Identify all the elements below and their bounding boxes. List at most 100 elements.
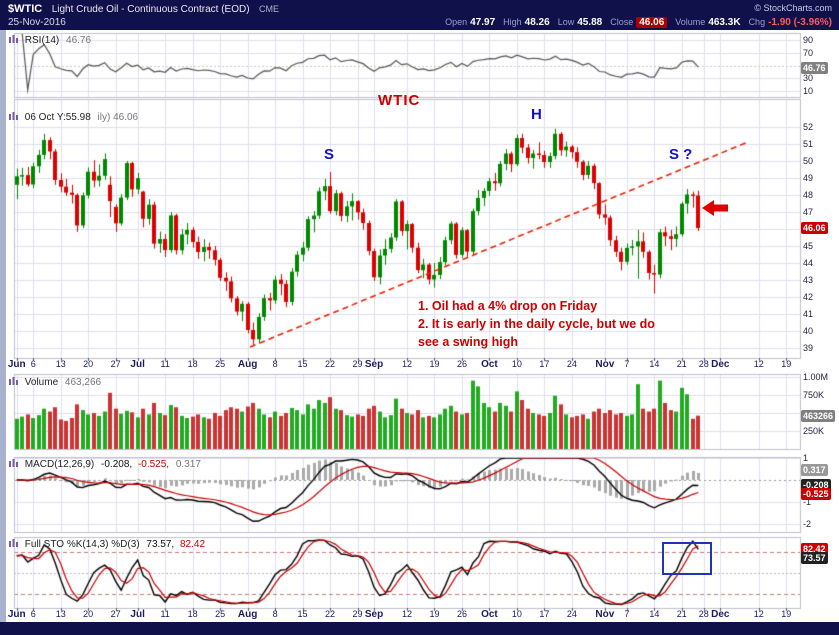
note-line: 2. It is early in the daily cycle, but w… <box>418 317 655 331</box>
x-axis-label: 21 <box>676 359 687 369</box>
x-axis-label: 21 <box>676 609 687 619</box>
quote-value: 45.88 <box>577 17 603 28</box>
value-badge: 46.76 <box>801 61 828 74</box>
macd-label: MACD(12,26,9) <box>24 459 95 470</box>
x-axis-label: 14 <box>649 609 660 619</box>
x-axis-label: Dec <box>711 609 730 620</box>
header-title-row: $WTIC Light Crude Oil - Continuous Contr… <box>8 1 832 15</box>
x-axis-label: 26 <box>456 609 467 619</box>
y-axis-label: 45 <box>803 241 814 251</box>
header-bar: $WTIC Light Crude Oil - Continuous Contr… <box>0 0 839 30</box>
indicator-icon <box>9 539 18 547</box>
y-axis-label: 90 <box>803 35 814 46</box>
rsi-value: 46.76 <box>66 35 92 46</box>
x-axis-label: 29 <box>352 609 363 619</box>
y-axis-label: -1 <box>803 497 812 507</box>
x-axis-label: 27 <box>110 359 121 369</box>
quote-label: Volume <box>675 17 706 27</box>
quote-label: Open <box>445 17 468 27</box>
chart-title: Light Crude Oil - Continuous Contract (E… <box>51 4 250 15</box>
x-axis-label: 15 <box>297 359 308 369</box>
price-panel-label: 06 Oct Y:55.98 ily) 46.06 <box>8 110 138 123</box>
x-axis-label: 11 <box>160 359 170 369</box>
x-axis-label: 17 <box>539 609 550 619</box>
crosshair-tooltip: 06 Oct Y:55.98 <box>24 112 91 123</box>
note-line: see a swing high <box>418 335 519 349</box>
indicator-icon <box>9 35 18 43</box>
date-label: 25-Nov-2016 <box>8 17 66 28</box>
macd-signal-value: -0.525, <box>137 459 170 470</box>
sto-label: Full STO %K(14,3) %D(3) <box>24 539 140 550</box>
header-quote-row: 25-Nov-2016 Open 47.97 High 48.26 Low 45.88 Cl… <box>8 16 832 29</box>
x-axis-label: 22 <box>325 359 336 369</box>
y-axis-label: 49 <box>803 173 814 183</box>
y-axis-label: 70 <box>803 47 814 58</box>
exchange-label: CME <box>259 4 279 14</box>
x-axis-label: 6 <box>30 609 36 619</box>
sto-k-value: 73.57, <box>146 539 175 550</box>
x-axis-label: 24 <box>566 609 577 619</box>
stochastic-highlight-box <box>662 542 712 575</box>
right-shoulder-label: S ? <box>669 146 693 163</box>
x-axis-label: 25 <box>215 609 226 619</box>
quote-label: Close <box>610 17 634 27</box>
y-axis-label: 39 <box>803 343 814 353</box>
x-axis-label: 19 <box>429 609 440 619</box>
x-axis-label: Aug <box>237 359 258 370</box>
quote-label: Chg <box>748 17 766 27</box>
value-badge: -0.525 <box>801 487 831 500</box>
x-axis-label: Jul <box>130 609 145 620</box>
y-axis-label: 47 <box>803 207 814 217</box>
y-axis-label: 40 <box>803 326 814 336</box>
y-axis-label: 42 <box>803 292 814 302</box>
rsi-panel-label: RSI(14) 46.76 <box>8 33 92 46</box>
macd-panel-label: MACD(12,26,9) -0.208, -0.525, 0.317 <box>8 457 201 470</box>
y-axis-label: 51 <box>803 139 814 149</box>
bottom-bar <box>0 622 839 635</box>
y-axis-label: 1 <box>803 453 809 463</box>
x-axis-label: Nov <box>595 609 615 620</box>
quote-value: 46.06 <box>636 17 668 28</box>
volume-value: 463,266 <box>64 377 102 388</box>
x-axis-label: 22 <box>325 609 336 619</box>
x-axis-label: Aug <box>237 609 258 620</box>
x-axis-label: Sep <box>364 359 384 370</box>
x-axis-label: 26 <box>456 359 467 369</box>
x-axis-label: Dec <box>711 359 730 370</box>
symbol-label: $WTIC <box>8 3 43 15</box>
x-axis-label: 8 <box>272 609 278 619</box>
x-axis-label: Nov <box>595 359 615 370</box>
rsi-label: RSI(14) <box>24 35 60 46</box>
value-badge: 73.57 <box>801 551 828 564</box>
x-axis-label: Oct <box>481 359 498 370</box>
x-axis-label: 17 <box>539 359 550 369</box>
y-axis-label: 48 <box>803 190 814 200</box>
note-line: 1. Oil had a 4% drop on Friday <box>418 299 598 313</box>
quote-row: Open 47.97 High 48.26 Low 45.88 Close 46.06 Volu… <box>437 16 832 29</box>
quote-value: 463.3K <box>708 17 741 28</box>
x-axis-label: 28 <box>698 609 709 619</box>
copyright-label: © StockCharts.com <box>754 3 832 13</box>
x-axis-label: 8 <box>272 359 278 369</box>
sto-d-value: 82.42 <box>180 539 206 550</box>
y-axis-label: 10 <box>803 85 814 96</box>
quote-value: -1.90 (-3.96%) <box>768 17 832 28</box>
y-axis-label: 44 <box>803 258 814 268</box>
x-axis-label: 19 <box>781 609 792 619</box>
indicator-icon <box>9 112 18 120</box>
x-axis-label: 10 <box>511 609 522 619</box>
y-axis-label: 50 <box>803 156 814 166</box>
quote-label: High <box>503 17 522 27</box>
x-axis-label: 25 <box>215 359 226 369</box>
value-badge: 46.06 <box>801 221 828 234</box>
x-axis-label: 15 <box>297 609 308 619</box>
x-axis-label: Sep <box>364 609 384 620</box>
x-axis-label: 29 <box>352 359 363 369</box>
red-arrow-annotation <box>702 200 728 216</box>
left-gutter <box>0 30 6 622</box>
x-axis-label: 12 <box>753 609 764 619</box>
volume-label: Volume <box>24 377 59 388</box>
x-axis-label: Jun <box>7 359 26 370</box>
x-axis-label: 7 <box>624 359 630 369</box>
